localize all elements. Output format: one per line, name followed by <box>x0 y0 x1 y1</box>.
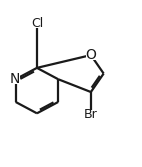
Text: O: O <box>85 48 96 62</box>
Text: Cl: Cl <box>31 17 43 30</box>
FancyBboxPatch shape <box>29 19 45 28</box>
FancyBboxPatch shape <box>86 51 96 60</box>
Text: Br: Br <box>84 108 98 121</box>
FancyBboxPatch shape <box>10 75 20 84</box>
FancyBboxPatch shape <box>83 110 99 119</box>
Text: N: N <box>10 72 20 86</box>
